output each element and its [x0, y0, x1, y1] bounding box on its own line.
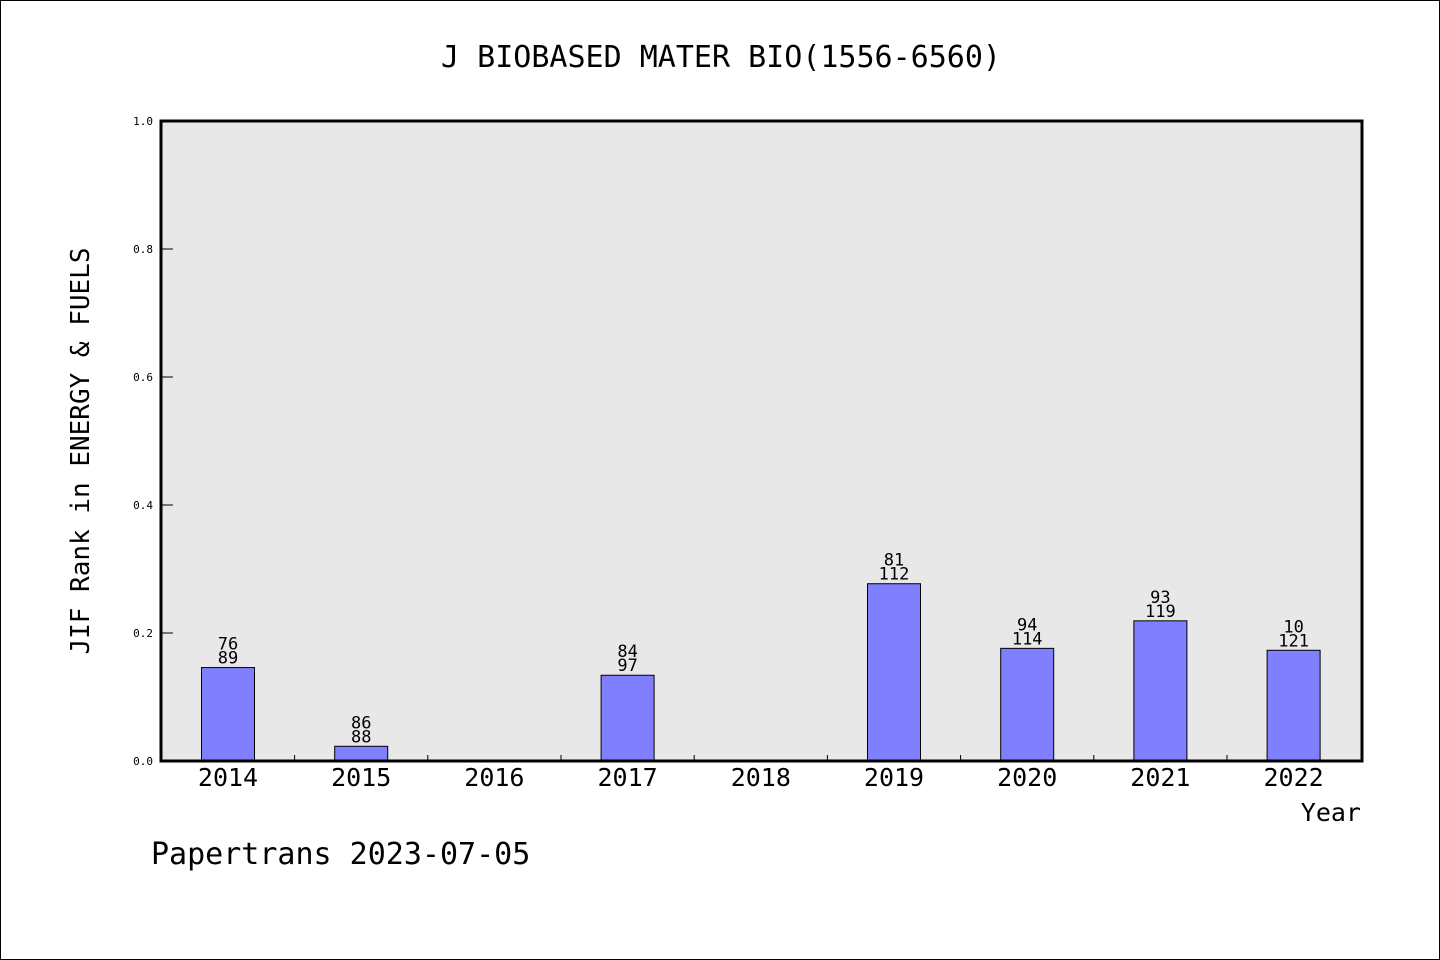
bar-rank-label: 94 [1017, 615, 1037, 635]
x-axis-label: Year [1301, 798, 1361, 827]
plot-frame [159, 119, 1364, 763]
bar-rank-label: 76 [218, 635, 238, 655]
bar-total-label: 121 [1278, 631, 1309, 651]
x-tick-label: 2016 [464, 763, 524, 792]
x-tick-label: 2019 [864, 763, 924, 792]
x-tick-label: 2014 [198, 763, 258, 792]
y-tick-label: 1.0 [133, 115, 153, 128]
bar-total-label: 89 [218, 649, 238, 669]
bar-2014 [201, 667, 255, 762]
bar-rank-label: 86 [351, 713, 371, 733]
bar-2020 [1000, 647, 1055, 762]
y-tick-label: 0.2 [133, 627, 153, 640]
y-axis-ticks: 0.0 0.2 0.4 0.6 0.8 1.0 [133, 115, 173, 768]
chart-title: J BIOBASED MATER BIO(1556-6560) [441, 40, 1001, 75]
y-tick-label: 0.4 [133, 499, 153, 512]
bar-2019 [867, 583, 921, 762]
bar-total-label: 112 [879, 565, 910, 585]
y-tick-label: 0.6 [133, 371, 153, 384]
bar-2021 [1133, 620, 1188, 762]
footer-credit: Papertrans 2023-07-05 [151, 837, 530, 872]
bar-total-label: 97 [617, 656, 637, 676]
x-tick-label: 2020 [997, 763, 1057, 792]
x-tick-label: 2015 [331, 763, 391, 792]
x-axis-ticks: 2014 2015 2016 2017 2018 2019 2020 2021 2022 [198, 755, 1324, 792]
bar-2022 [1266, 649, 1321, 762]
x-tick-label: 2021 [1130, 763, 1190, 792]
bar-total-label: 114 [1012, 629, 1043, 649]
y-tick-label: 0.0 [133, 755, 153, 768]
x-tick-label: 2018 [731, 763, 791, 792]
x-tick-label: 2022 [1263, 763, 1323, 792]
bar-rank-label: 81 [884, 551, 904, 571]
bar-total-label: 119 [1145, 602, 1176, 622]
y-axis-label: JIF Rank in ENERGY & FUELS [66, 248, 96, 655]
y-tick-label: 0.8 [133, 243, 153, 256]
bar-rank-label: 84 [617, 642, 637, 662]
bar-total-label: 88 [351, 727, 371, 747]
bar-rank-label: 10 [1283, 617, 1303, 637]
x-tick-label: 2017 [597, 763, 657, 792]
bars-group [201, 583, 1321, 762]
bar-rank-label: 93 [1150, 588, 1170, 608]
bar-2015 [334, 745, 389, 762]
bar-2017 [600, 674, 655, 762]
